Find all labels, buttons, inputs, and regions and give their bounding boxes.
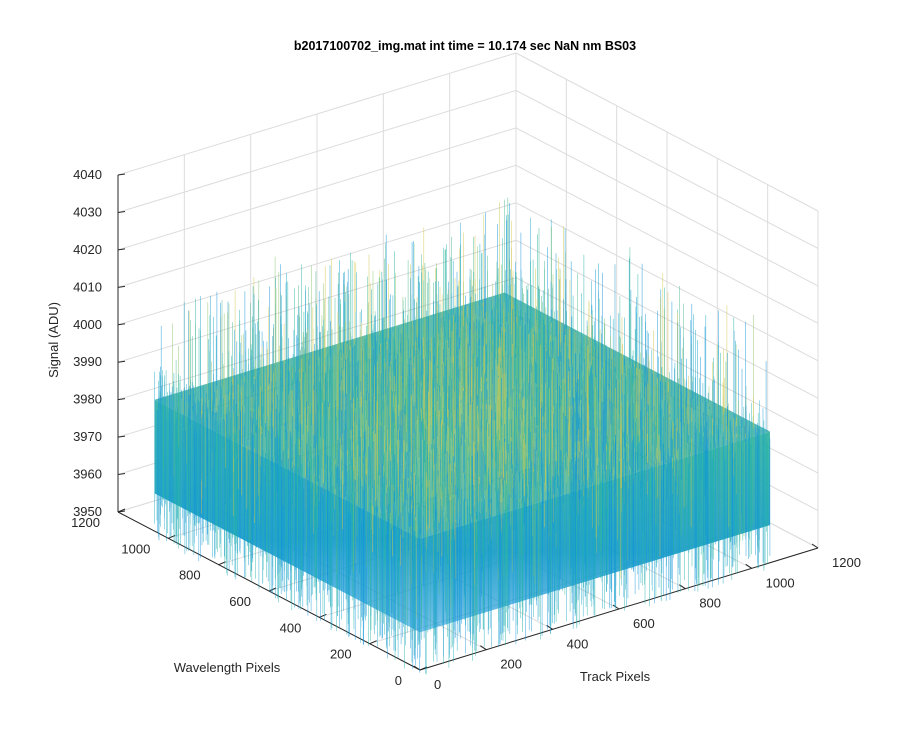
z-tick-mark — [117, 360, 126, 363]
z-tick-labels: 3950 3960 3970 3980 3990 4000 4010 4020 4030 4040 — [73, 167, 102, 519]
z-tick-label: 4010 — [73, 279, 102, 294]
z-tick-label: 4000 — [73, 317, 102, 332]
wall-grid-line — [515, 127, 819, 287]
x-tick-label: 1200 — [832, 555, 861, 570]
z-tick-mark — [117, 210, 126, 213]
chart-title: b2017100702_img.mat int time = 10.174 se… — [294, 39, 636, 53]
y-tick-label: 1000 — [121, 541, 150, 556]
z-tick-mark — [117, 435, 126, 438]
y-axis-label: Wavelength Pixels — [174, 660, 281, 675]
y-tick-label: 600 — [229, 594, 251, 609]
wall-grid-line — [515, 239, 819, 399]
y-tick-labels: 0 200 400 600 800 1000 1200 — [71, 515, 402, 688]
z-tick-label: 3990 — [73, 354, 102, 369]
x-tick-label: 400 — [567, 636, 589, 651]
wall-grid-line — [117, 164, 517, 288]
x-tick-label: 0 — [434, 677, 441, 692]
y-tick-label: 400 — [280, 620, 302, 635]
z-tick-mark — [117, 323, 126, 326]
z-tick-label: 3950 — [73, 504, 102, 519]
y-tick-label: 1200 — [71, 515, 100, 530]
x-tick-label: 200 — [500, 657, 522, 672]
x-tick-label: 600 — [633, 616, 655, 631]
surface — [154, 197, 771, 675]
wall-grid-line — [515, 52, 819, 212]
z-tick-mark — [117, 285, 126, 288]
x-tick-mark — [811, 543, 819, 549]
y-tick-label: 0 — [395, 673, 402, 688]
z-tick-mark — [117, 398, 126, 401]
x-tick-labels: 0 200 400 600 800 1000 1200 — [434, 555, 861, 692]
z-tick-label: 4040 — [73, 167, 102, 182]
z-axis-label: Signal (ADU) — [46, 302, 61, 378]
z-tick-label: 3980 — [73, 392, 102, 407]
x-axis-label: Track Pixels — [580, 669, 651, 684]
y-tick-mark — [117, 508, 126, 513]
wall-grid-line — [515, 164, 819, 324]
wall-grid-line — [515, 90, 819, 249]
z-tick-mark — [117, 248, 126, 251]
y-tick-label: 800 — [179, 568, 201, 583]
z-tick-label: 3970 — [73, 429, 102, 444]
z-tick-label: 3960 — [73, 467, 102, 482]
y-tick-mark — [369, 640, 377, 645]
z-tick-label: 4030 — [73, 204, 102, 219]
wall-grid-line — [117, 89, 517, 213]
z-tick-mark — [117, 173, 126, 176]
z-tick-label: 4020 — [73, 242, 102, 257]
y-tick-label: 200 — [330, 647, 352, 662]
x-tick-mark — [413, 665, 421, 671]
y-tick-mark — [419, 666, 428, 671]
z-tick-mark — [117, 473, 126, 476]
wall-grid-line — [117, 127, 517, 251]
x-tick-label: 1000 — [766, 575, 795, 590]
wall-grid-line — [515, 202, 819, 362]
x-tick-label: 800 — [699, 596, 721, 611]
x-tick-mark — [745, 563, 752, 569]
wall-grid-line — [515, 277, 819, 437]
wall-grid-line — [117, 52, 517, 176]
x-tick-mark — [480, 645, 487, 651]
surface-edge-noise — [154, 366, 771, 675]
